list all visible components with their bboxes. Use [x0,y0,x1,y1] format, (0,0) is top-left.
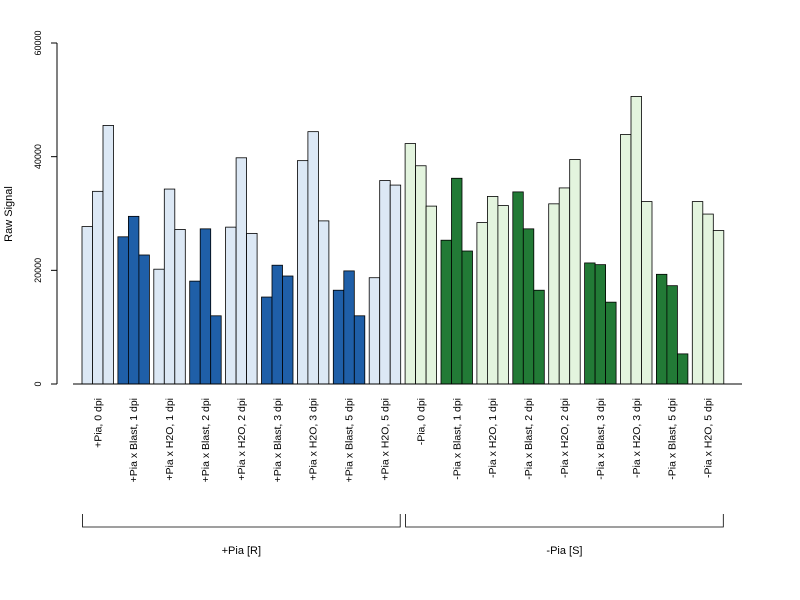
bar [379,180,391,385]
x-tick-label: +Pia x H2O, 2 dpi [236,398,248,481]
x-tick-label: +Pia x H2O, 5 dpi [379,398,391,481]
bar [512,191,524,385]
bar [225,226,237,385]
bar [656,273,668,385]
bar [486,196,499,385]
bars [81,96,725,385]
bar [641,201,653,385]
y-axis-label: Raw Signal [3,186,15,242]
bar [210,315,222,385]
bar [353,315,366,385]
x-tick-label: +Pia x Blast, 2 dpi [200,398,212,482]
y-tick-label: 0 [33,381,43,386]
bar [138,254,150,385]
x-tick-label: -Pia x Blast, 1 dpi [451,398,463,480]
x-tick-label: +Pia x Blast, 3 dpi [272,398,284,482]
x-tick-label: -Pia x H2O, 1 dpi [487,398,499,478]
bar [296,160,309,385]
y-tick-label: 40000 [33,144,43,169]
x-tick-label: +Pia x Blast, 5 dpi [344,398,356,482]
bar [558,187,571,385]
x-tick-label: -Pia x Blast, 2 dpi [523,398,535,480]
group-label: -Pia [S] [546,545,582,557]
bar [620,134,632,385]
bar [404,143,417,385]
y-tick-label: 60000 [33,30,43,55]
group-bracket [405,514,724,528]
bar [163,188,176,385]
bar [332,289,345,385]
bar [548,203,560,385]
bar [174,229,186,385]
bar [666,285,678,385]
bar [271,264,283,385]
bar [199,228,212,385]
x-tick-label: +Pia, 0 dpi [92,398,104,448]
bar [712,230,725,385]
bar [261,296,273,385]
x-tick-label: +Pia x H2O, 1 dpi [164,398,176,481]
bar [702,213,714,385]
bar [189,280,201,385]
bar [594,264,606,385]
group-brackets: +Pia [R] -Pia [S] [82,514,724,557]
bar [127,215,140,385]
bar [117,236,129,385]
bar [451,177,463,385]
x-tick-label: -Pia x H2O, 3 dpi [631,398,643,478]
bar [461,250,473,385]
bar [153,268,165,385]
bar [497,205,509,385]
x-tick-label: -Pia x Blast, 3 dpi [595,398,607,480]
bar [605,301,617,385]
bar [92,190,104,385]
bar [317,220,330,385]
group-label: +Pia [R] [222,545,261,557]
x-tick-label: +Pia x H2O, 3 dpi [308,398,320,481]
bar [81,226,93,385]
bar [307,131,319,385]
x-tick-label: -Pia x H2O, 5 dpi [703,398,715,478]
bar [235,157,248,385]
group-bracket [82,514,401,528]
bar [282,275,294,385]
bar [522,228,535,385]
bar [415,165,427,385]
bar [368,277,381,385]
y-axis: 0 20000 40000 60000 [33,30,58,387]
bar [425,205,438,385]
x-tick-label: -Pia x Blast, 5 dpi [667,398,679,480]
bar [569,159,581,385]
bar [691,201,704,385]
x-tick-labels: +Pia, 0 dpi +Pia x Blast, 1 dpi +Pia x H2O… [92,398,714,482]
x-tick-label: -Pia, 0 dpi [415,398,427,445]
bar [630,96,642,385]
bar [533,289,545,385]
x-tick-label: -Pia x H2O, 2 dpi [559,398,571,478]
bar [102,125,114,385]
bar [476,222,488,385]
bar [677,353,689,385]
x-tick-label: +Pia x Blast, 1 dpi [128,398,140,482]
y-tick-label: 20000 [33,258,43,283]
bar [389,184,402,385]
bar [343,270,355,385]
bar [440,239,452,385]
bar [584,262,596,385]
bar [246,232,258,385]
